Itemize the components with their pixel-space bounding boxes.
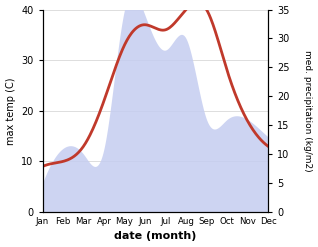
X-axis label: date (month): date (month) (114, 231, 197, 242)
Y-axis label: med. precipitation (kg/m2): med. precipitation (kg/m2) (303, 50, 313, 172)
Y-axis label: max temp (C): max temp (C) (5, 77, 16, 144)
